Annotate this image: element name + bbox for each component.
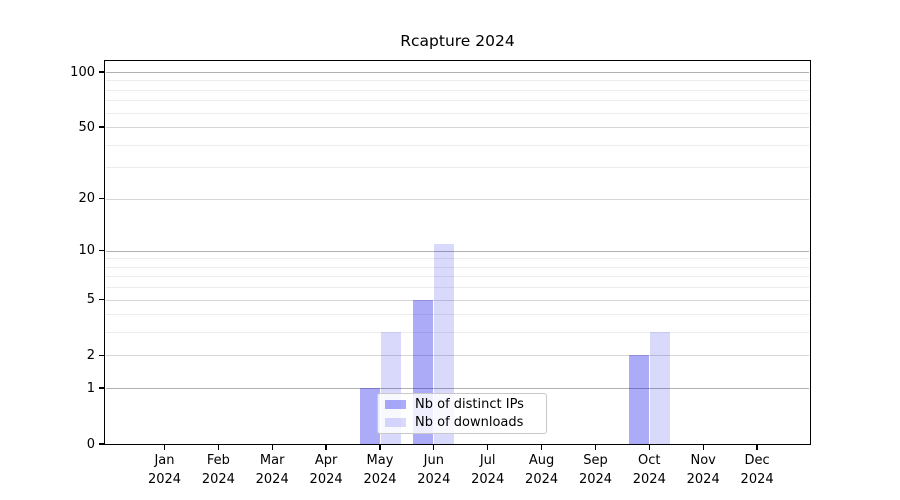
x-axis-tick: [433, 445, 435, 450]
y-axis-tick: [99, 298, 104, 301]
y-axis-tick: [99, 387, 104, 389]
legend-row: Nb of downloads: [385, 415, 546, 430]
gridline-minor: [106, 167, 809, 169]
y-axis-tick: [99, 354, 104, 357]
y-tick-label: 1: [86, 380, 95, 396]
y-axis-tick: [99, 126, 104, 128]
gridline-minor: [106, 276, 809, 278]
y-tick-label: 100: [70, 64, 95, 80]
gridline-minor: [106, 89, 809, 91]
x-tick-label: Aug 2024: [525, 453, 559, 487]
bar-downloads: [649, 332, 670, 444]
y-tick-label: 2: [86, 347, 95, 363]
x-tick-label: Apr 2024: [309, 453, 343, 487]
y-axis-tick: [99, 443, 104, 445]
y-tick-label: 10: [78, 243, 95, 259]
gridline-major: [106, 198, 809, 200]
x-tick-label: Jul 2024: [471, 453, 505, 487]
x-tick-label: Nov 2024: [686, 453, 720, 487]
x-tick-label: Mar 2024: [255, 453, 289, 487]
x-axis-tick: [648, 445, 650, 450]
y-tick-label: 5: [86, 292, 95, 308]
x-axis-tick: [540, 445, 543, 450]
legend-swatch: [385, 418, 406, 427]
x-tick-label: Jan 2024: [147, 453, 182, 487]
bar-distinct-ips: [628, 355, 649, 444]
gridline-minor: [106, 100, 809, 102]
x-axis-tick: [702, 445, 704, 450]
gridline-major: [106, 388, 809, 390]
gridline-minor: [106, 144, 809, 146]
legend-row: Nb of distinct IPs: [385, 397, 546, 412]
x-axis-tick: [163, 445, 166, 450]
gridline-major: [106, 355, 809, 357]
y-tick-label: 0: [86, 436, 95, 452]
gridline-minor: [106, 266, 809, 268]
gridline-minor: [106, 258, 809, 260]
gridline-minor: [106, 287, 809, 289]
x-axis-tick: [325, 445, 327, 450]
x-axis-tick: [217, 445, 220, 450]
x-tick-label: Dec 2024: [740, 453, 774, 487]
y-tick-label: 20: [78, 191, 95, 207]
x-tick-label: Jun 2024: [417, 453, 451, 487]
bar-distinct-ips: [359, 388, 380, 444]
x-tick-label: Feb 2024: [201, 453, 235, 487]
gridline-minor: [106, 314, 809, 316]
gridline-minor: [106, 332, 809, 334]
gridline-major: [106, 72, 809, 73]
gridline-major: [106, 127, 809, 129]
x-axis-tick: [594, 445, 597, 450]
gridline-minor: [106, 112, 809, 114]
x-axis-tick: [379, 445, 381, 450]
legend-swatch: [385, 400, 406, 409]
y-axis-tick: [99, 197, 104, 200]
y-axis-tick: [99, 250, 104, 252]
chart-title: Rcapture 2024: [400, 32, 515, 50]
x-axis-tick: [271, 445, 273, 450]
x-tick-label: Sep 2024: [578, 453, 613, 487]
x-axis-tick: [487, 445, 489, 450]
legend: Nb of distinct IPs Nb of downloads: [377, 393, 547, 434]
legend-label: Nb of distinct IPs: [415, 397, 524, 412]
y-axis-tick: [99, 71, 104, 73]
y-tick-label: 50: [78, 119, 95, 135]
gridline-major: [106, 250, 809, 252]
legend-label: Nb of downloads: [415, 415, 524, 430]
x-tick-label: Oct 2024: [632, 453, 666, 487]
gridline-major: [106, 299, 809, 301]
x-tick-label: May 2024: [363, 453, 397, 487]
x-axis-tick: [756, 445, 758, 450]
gridline-minor: [106, 80, 809, 82]
